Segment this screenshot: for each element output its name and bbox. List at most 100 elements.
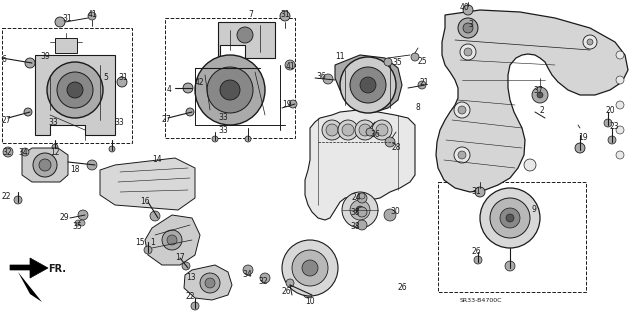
Circle shape [144,246,152,254]
Text: 2: 2 [540,106,545,115]
Text: 31: 31 [280,10,290,19]
Text: 31: 31 [62,14,72,23]
Text: 36: 36 [316,72,326,81]
Text: 32: 32 [258,277,268,286]
Circle shape [289,100,297,108]
Circle shape [608,136,616,144]
Bar [438,182,586,292]
Circle shape [47,62,103,118]
Circle shape [195,55,265,125]
Text: 34: 34 [18,148,28,157]
Text: 9: 9 [532,205,537,214]
Polygon shape [10,258,48,278]
Circle shape [355,120,375,140]
Text: 24: 24 [352,193,362,202]
Circle shape [109,146,115,152]
Circle shape [616,76,624,84]
Text: 33: 33 [218,113,228,122]
Circle shape [183,83,193,93]
Circle shape [500,208,520,228]
Circle shape [458,151,466,159]
Circle shape [359,193,365,199]
Text: 17: 17 [175,253,184,262]
Circle shape [243,265,253,275]
Circle shape [505,261,515,271]
Polygon shape [145,215,200,265]
Text: 37: 37 [533,86,543,95]
Circle shape [464,48,472,56]
Circle shape [342,124,354,136]
Text: 5: 5 [103,73,108,82]
Text: 14: 14 [152,155,162,164]
Circle shape [117,77,127,87]
Circle shape [245,136,251,142]
Circle shape [357,207,367,217]
Circle shape [616,101,624,109]
Circle shape [282,240,338,296]
Circle shape [186,108,194,116]
Circle shape [212,136,218,142]
Text: 6: 6 [2,55,7,64]
Circle shape [338,120,358,140]
Circle shape [587,39,593,45]
Circle shape [24,108,32,116]
Text: 4: 4 [167,85,172,94]
Text: 19: 19 [282,100,292,109]
Circle shape [52,144,58,150]
Text: 30: 30 [390,207,400,216]
Text: 13: 13 [186,273,196,282]
Text: 26: 26 [282,287,292,296]
Circle shape [150,211,160,221]
Circle shape [411,53,419,61]
Circle shape [205,278,215,288]
Polygon shape [335,55,402,112]
Bar [55,38,77,53]
Circle shape [480,188,540,248]
Polygon shape [184,265,232,300]
Text: 15: 15 [135,238,145,247]
Circle shape [33,153,57,177]
Circle shape [191,302,199,310]
Circle shape [340,57,396,113]
Text: 33: 33 [48,118,58,127]
Circle shape [3,147,13,157]
Circle shape [372,120,392,140]
Text: 3: 3 [468,20,473,29]
Circle shape [532,87,548,103]
Polygon shape [35,55,115,135]
Circle shape [357,193,367,203]
Polygon shape [18,272,42,302]
Text: 41: 41 [88,10,98,19]
Text: 12: 12 [50,148,60,157]
Circle shape [342,192,378,228]
Polygon shape [436,10,628,192]
Circle shape [182,262,190,270]
Circle shape [376,124,388,136]
Circle shape [360,77,376,93]
Circle shape [220,80,240,100]
Circle shape [302,260,318,276]
Circle shape [79,220,85,226]
Circle shape [359,124,371,136]
Circle shape [88,12,96,20]
Circle shape [474,256,482,264]
Text: 41: 41 [286,62,296,71]
Text: 31: 31 [118,73,127,82]
Text: 33: 33 [218,126,228,135]
Circle shape [14,196,22,204]
Text: 22: 22 [2,192,12,201]
Text: 19: 19 [578,133,588,142]
Text: 35: 35 [72,222,82,231]
Circle shape [418,81,426,89]
Circle shape [454,102,470,118]
Text: 26: 26 [398,283,408,292]
Circle shape [583,35,597,49]
Text: 38: 38 [350,208,360,217]
Text: 32: 32 [2,148,12,157]
Circle shape [207,67,253,113]
Circle shape [475,187,485,197]
Circle shape [458,18,478,38]
Circle shape [323,74,333,84]
Circle shape [200,273,220,293]
Circle shape [75,220,81,226]
